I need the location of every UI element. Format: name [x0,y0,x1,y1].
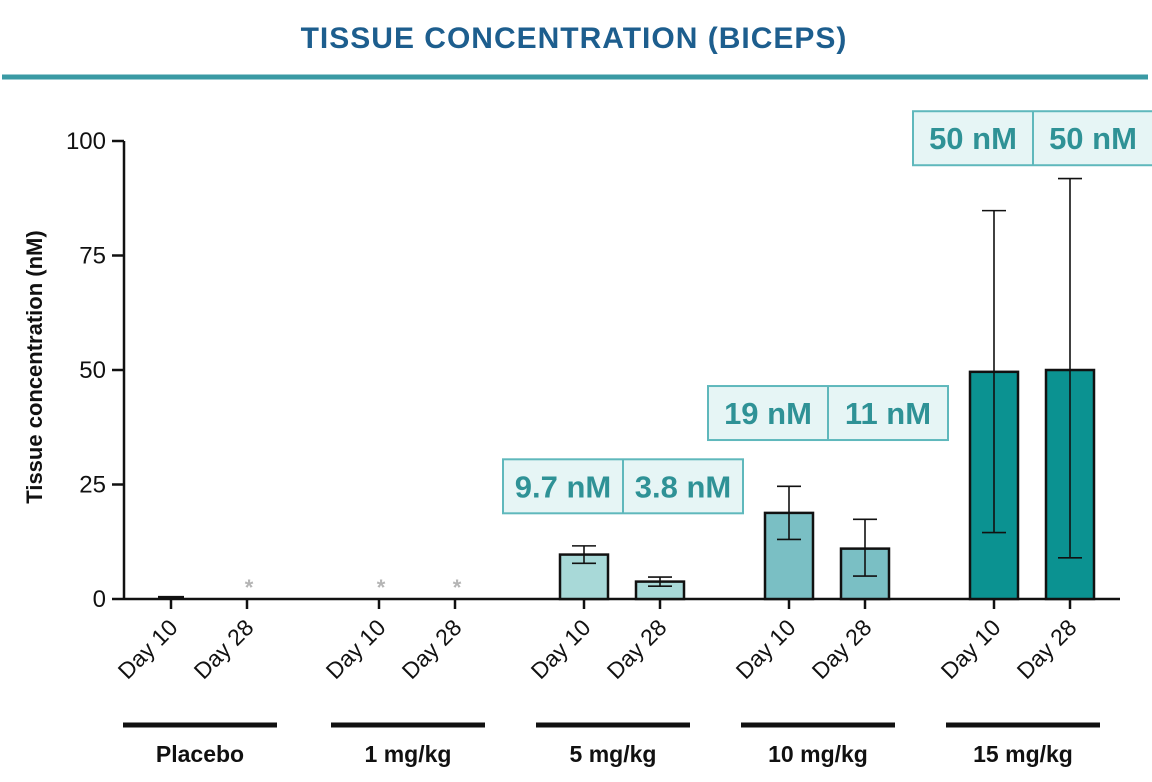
y-tick-label: 75 [79,243,106,270]
value-callout-text: 50 nM [929,121,1017,156]
x-tick-label: Day 28 [397,614,467,684]
group-label: 1 mg/kg [365,741,452,767]
y-tick-label: 50 [79,357,106,384]
no-data-marker: * [453,575,462,600]
value-callout-text: 11 nM [845,396,931,431]
value-callout-text: 50 nM [1049,121,1137,156]
no-data-marker: * [245,575,254,600]
x-tick-label: Day 28 [807,614,877,684]
y-tick-label: 25 [79,472,106,499]
value-callout-text: 19 nM [724,396,812,431]
x-tick-label: Day 10 [936,614,1006,684]
group-label: 10 mg/kg [768,741,868,767]
group-label: 5 mg/kg [570,741,657,767]
y-axis-label: Tissue concentration (nM) [22,230,47,503]
plot-area: 0 25 50 75 100 Placebo Day 10 * Day 28 1 mg/kg * Da… [66,110,1152,767]
y-tick-label: 0 [93,586,106,613]
chart-title: TISSUE CONCENTRATION (BICEPS) [301,22,848,55]
x-tick-label: Day 28 [1012,614,1082,684]
y-tick-label: 100 [66,128,106,155]
x-tick-label: Day 10 [731,614,801,684]
value-callout-text: 9.7 nM [515,469,611,504]
no-data-marker: * [377,575,386,600]
x-tick-label: Day 28 [602,614,672,684]
x-tick-label: Day 10 [526,614,596,684]
group-label: 15 mg/kg [973,741,1073,767]
value-callout-text: 3.8 nM [635,469,731,504]
x-tick-label: Day 10 [113,614,183,684]
group-label: Placebo [156,741,244,767]
x-tick-label: Day 10 [321,614,391,684]
x-tick-label: Day 28 [189,614,259,684]
